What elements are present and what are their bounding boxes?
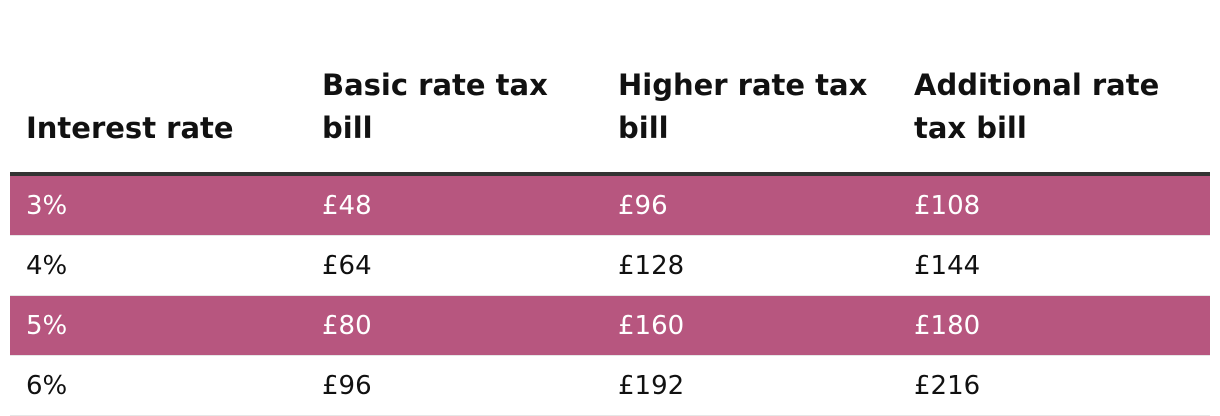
cell-higher-rate: £160 xyxy=(602,295,898,356)
cell-higher-rate: £128 xyxy=(602,235,898,296)
cell-interest-rate: 5% xyxy=(10,295,306,356)
cell-basic-rate: £96 xyxy=(306,355,602,416)
header-basic-rate: Basic rate tax bill xyxy=(306,0,602,176)
tax-bill-table: Interest rate Basic rate tax bill Higher… xyxy=(10,0,1210,416)
cell-basic-rate: £64 xyxy=(306,235,602,296)
table-row: 4% £64 £128 £144 xyxy=(10,235,1210,296)
cell-interest-rate: 6% xyxy=(10,355,306,416)
cell-basic-rate: £48 xyxy=(306,174,602,236)
table-row: 5% £80 £160 £180 xyxy=(10,295,1210,356)
cell-basic-rate: £80 xyxy=(306,295,602,356)
table-body: 3% £48 £96 £108 4% £64 £128 £144 5% £80 … xyxy=(10,174,1210,416)
cell-higher-rate: £192 xyxy=(602,355,898,416)
cell-additional-rate: £180 xyxy=(898,295,1210,356)
table-row: 6% £96 £192 £216 xyxy=(10,355,1210,416)
header-additional-rate: Additional rate tax bill xyxy=(898,0,1210,176)
cell-higher-rate: £96 xyxy=(602,174,898,236)
header-higher-rate: Higher rate tax bill xyxy=(602,0,898,176)
tax-table-container: Interest rate Basic rate tax bill Higher… xyxy=(10,0,1210,416)
cell-additional-rate: £144 xyxy=(898,235,1210,296)
table-row: 3% £48 £96 £108 xyxy=(10,174,1210,236)
cell-interest-rate: 3% xyxy=(10,174,306,236)
cell-additional-rate: £216 xyxy=(898,355,1210,416)
table-header: Interest rate Basic rate tax bill Higher… xyxy=(10,0,1210,176)
cell-additional-rate: £108 xyxy=(898,174,1210,236)
header-interest-rate: Interest rate xyxy=(10,0,306,176)
cell-interest-rate: 4% xyxy=(10,235,306,296)
header-row: Interest rate Basic rate tax bill Higher… xyxy=(10,0,1210,176)
